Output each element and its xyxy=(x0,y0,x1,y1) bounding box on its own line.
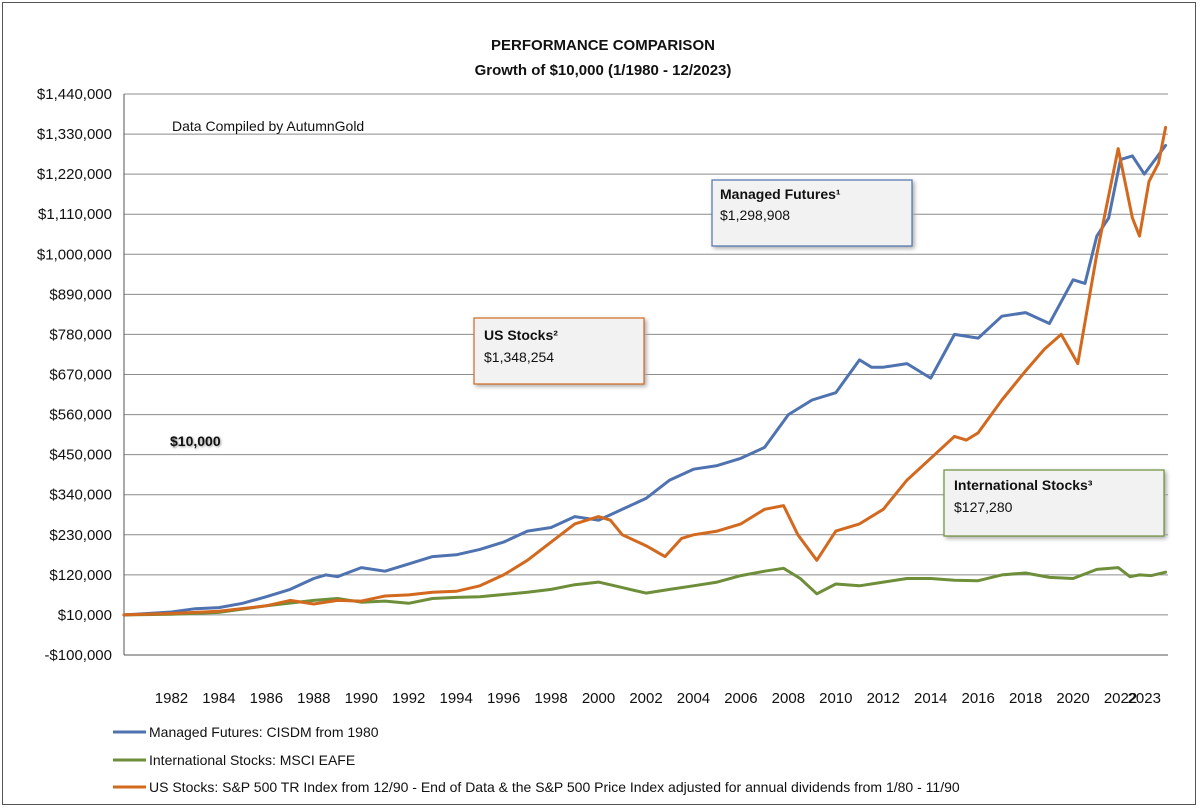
series xyxy=(122,125,1168,617)
x-tick-label: 1982 xyxy=(155,690,188,707)
x-tick-label: 2016 xyxy=(961,690,994,707)
chart-title: PERFORMANCE COMPARISON xyxy=(491,37,715,54)
annotation-us-stocks: US Stocks² $1,348,254 xyxy=(473,317,645,385)
x-tick-label: 1986 xyxy=(250,690,283,707)
x-tick-label: 2010 xyxy=(819,690,852,707)
x-tick-label: 1994 xyxy=(439,690,472,707)
y-tick-label: $780,000 xyxy=(49,326,112,343)
chart-subtitle: Growth of $10,000 (1/1980 - 12/2023) xyxy=(475,62,732,79)
y-tick-label: $1,220,000 xyxy=(37,166,112,183)
x-tick-label: 1998 xyxy=(534,690,567,707)
legend-item-us-stocks: US Stocks: S&P 500 TR Index from 12/90 -… xyxy=(113,779,960,795)
y-tick-label: $1,330,000 xyxy=(37,126,112,143)
x-tick-label: 1984 xyxy=(202,690,235,707)
legend-label: Managed Futures: CISDM from 1980 xyxy=(149,724,379,740)
x-tick-label: 2020 xyxy=(1056,690,1089,707)
legend-label: US Stocks: S&P 500 TR Index from 12/90 -… xyxy=(149,779,960,795)
y-axis-ticks: -$100,000 $10,000 $120,000 $230,000 $340,000… xyxy=(37,86,112,664)
y-tick-label: $890,000 xyxy=(49,286,112,303)
x-tick-label: 1992 xyxy=(392,690,425,707)
x-tick-label: 2006 xyxy=(724,690,757,707)
y-tick-label: $1,440,000 xyxy=(37,86,112,103)
y-tick-label: $560,000 xyxy=(49,407,112,424)
annotation-label: US Stocks² xyxy=(484,327,558,343)
x-tick-label: 2012 xyxy=(867,690,900,707)
annotation-label: International Stocks³ xyxy=(954,477,1093,493)
x-tick-label: 2000 xyxy=(582,690,615,707)
y-tick-label: $1,000,000 xyxy=(37,246,112,263)
x-tick-label: 2023 xyxy=(1128,690,1161,707)
data-note: Data Compiled by AutumnGold xyxy=(172,118,364,134)
annotation-international-stocks: International Stocks³ $127,280 xyxy=(943,469,1165,537)
y-tick-label: $670,000 xyxy=(49,367,112,384)
plot-border xyxy=(123,94,1168,656)
x-tick-label: 1988 xyxy=(297,690,330,707)
legend-item-managed-futures: Managed Futures: CISDM from 1980 xyxy=(113,724,379,740)
annotation-managed-futures: Managed Futures¹ $1,298,908 xyxy=(711,179,913,247)
y-tick-label: $120,000 xyxy=(49,567,112,584)
series-line-managed-futures xyxy=(122,143,1168,617)
x-tick-label: 2018 xyxy=(1009,690,1042,707)
annotation-label: Managed Futures¹ xyxy=(720,186,841,202)
y-tick-label: $230,000 xyxy=(49,527,112,544)
y-tick-label: $1,110,000 xyxy=(38,206,112,223)
x-axis-ticks: 1982 1984 1986 1988 1990 1992 1994 1996 1998 2000… xyxy=(155,690,1161,707)
x-tick-label: 2022 xyxy=(1104,690,1137,707)
annotation-value: $127,280 xyxy=(954,499,1013,515)
series-line-us-stocks xyxy=(122,125,1168,617)
annotation-value: $1,348,254 xyxy=(484,349,554,365)
y-tick-label: $10,000 xyxy=(58,607,112,624)
x-tick-label: 1990 xyxy=(345,690,378,707)
legend-item-international-stocks: International Stocks: MSCI EAFE xyxy=(113,752,355,768)
y-tick-label: $450,000 xyxy=(49,447,112,464)
x-tick-label: 2004 xyxy=(677,690,710,707)
x-tick-label: 2002 xyxy=(629,690,662,707)
start-value-label: $10,000 xyxy=(170,433,221,449)
legend: Managed Futures: CISDM from 1980 Interna… xyxy=(113,724,960,795)
y-tick-label: -$100,000 xyxy=(44,647,112,664)
grid xyxy=(124,93,1168,656)
series-line-international-stocks xyxy=(122,566,1168,617)
y-tick-label: $340,000 xyxy=(49,487,112,504)
x-tick-label: 2008 xyxy=(772,690,805,707)
x-tick-label: 2014 xyxy=(914,690,947,707)
x-tick-label: 1996 xyxy=(487,690,520,707)
annotation-value: $1,298,908 xyxy=(720,207,790,223)
legend-label: International Stocks: MSCI EAFE xyxy=(149,752,355,768)
